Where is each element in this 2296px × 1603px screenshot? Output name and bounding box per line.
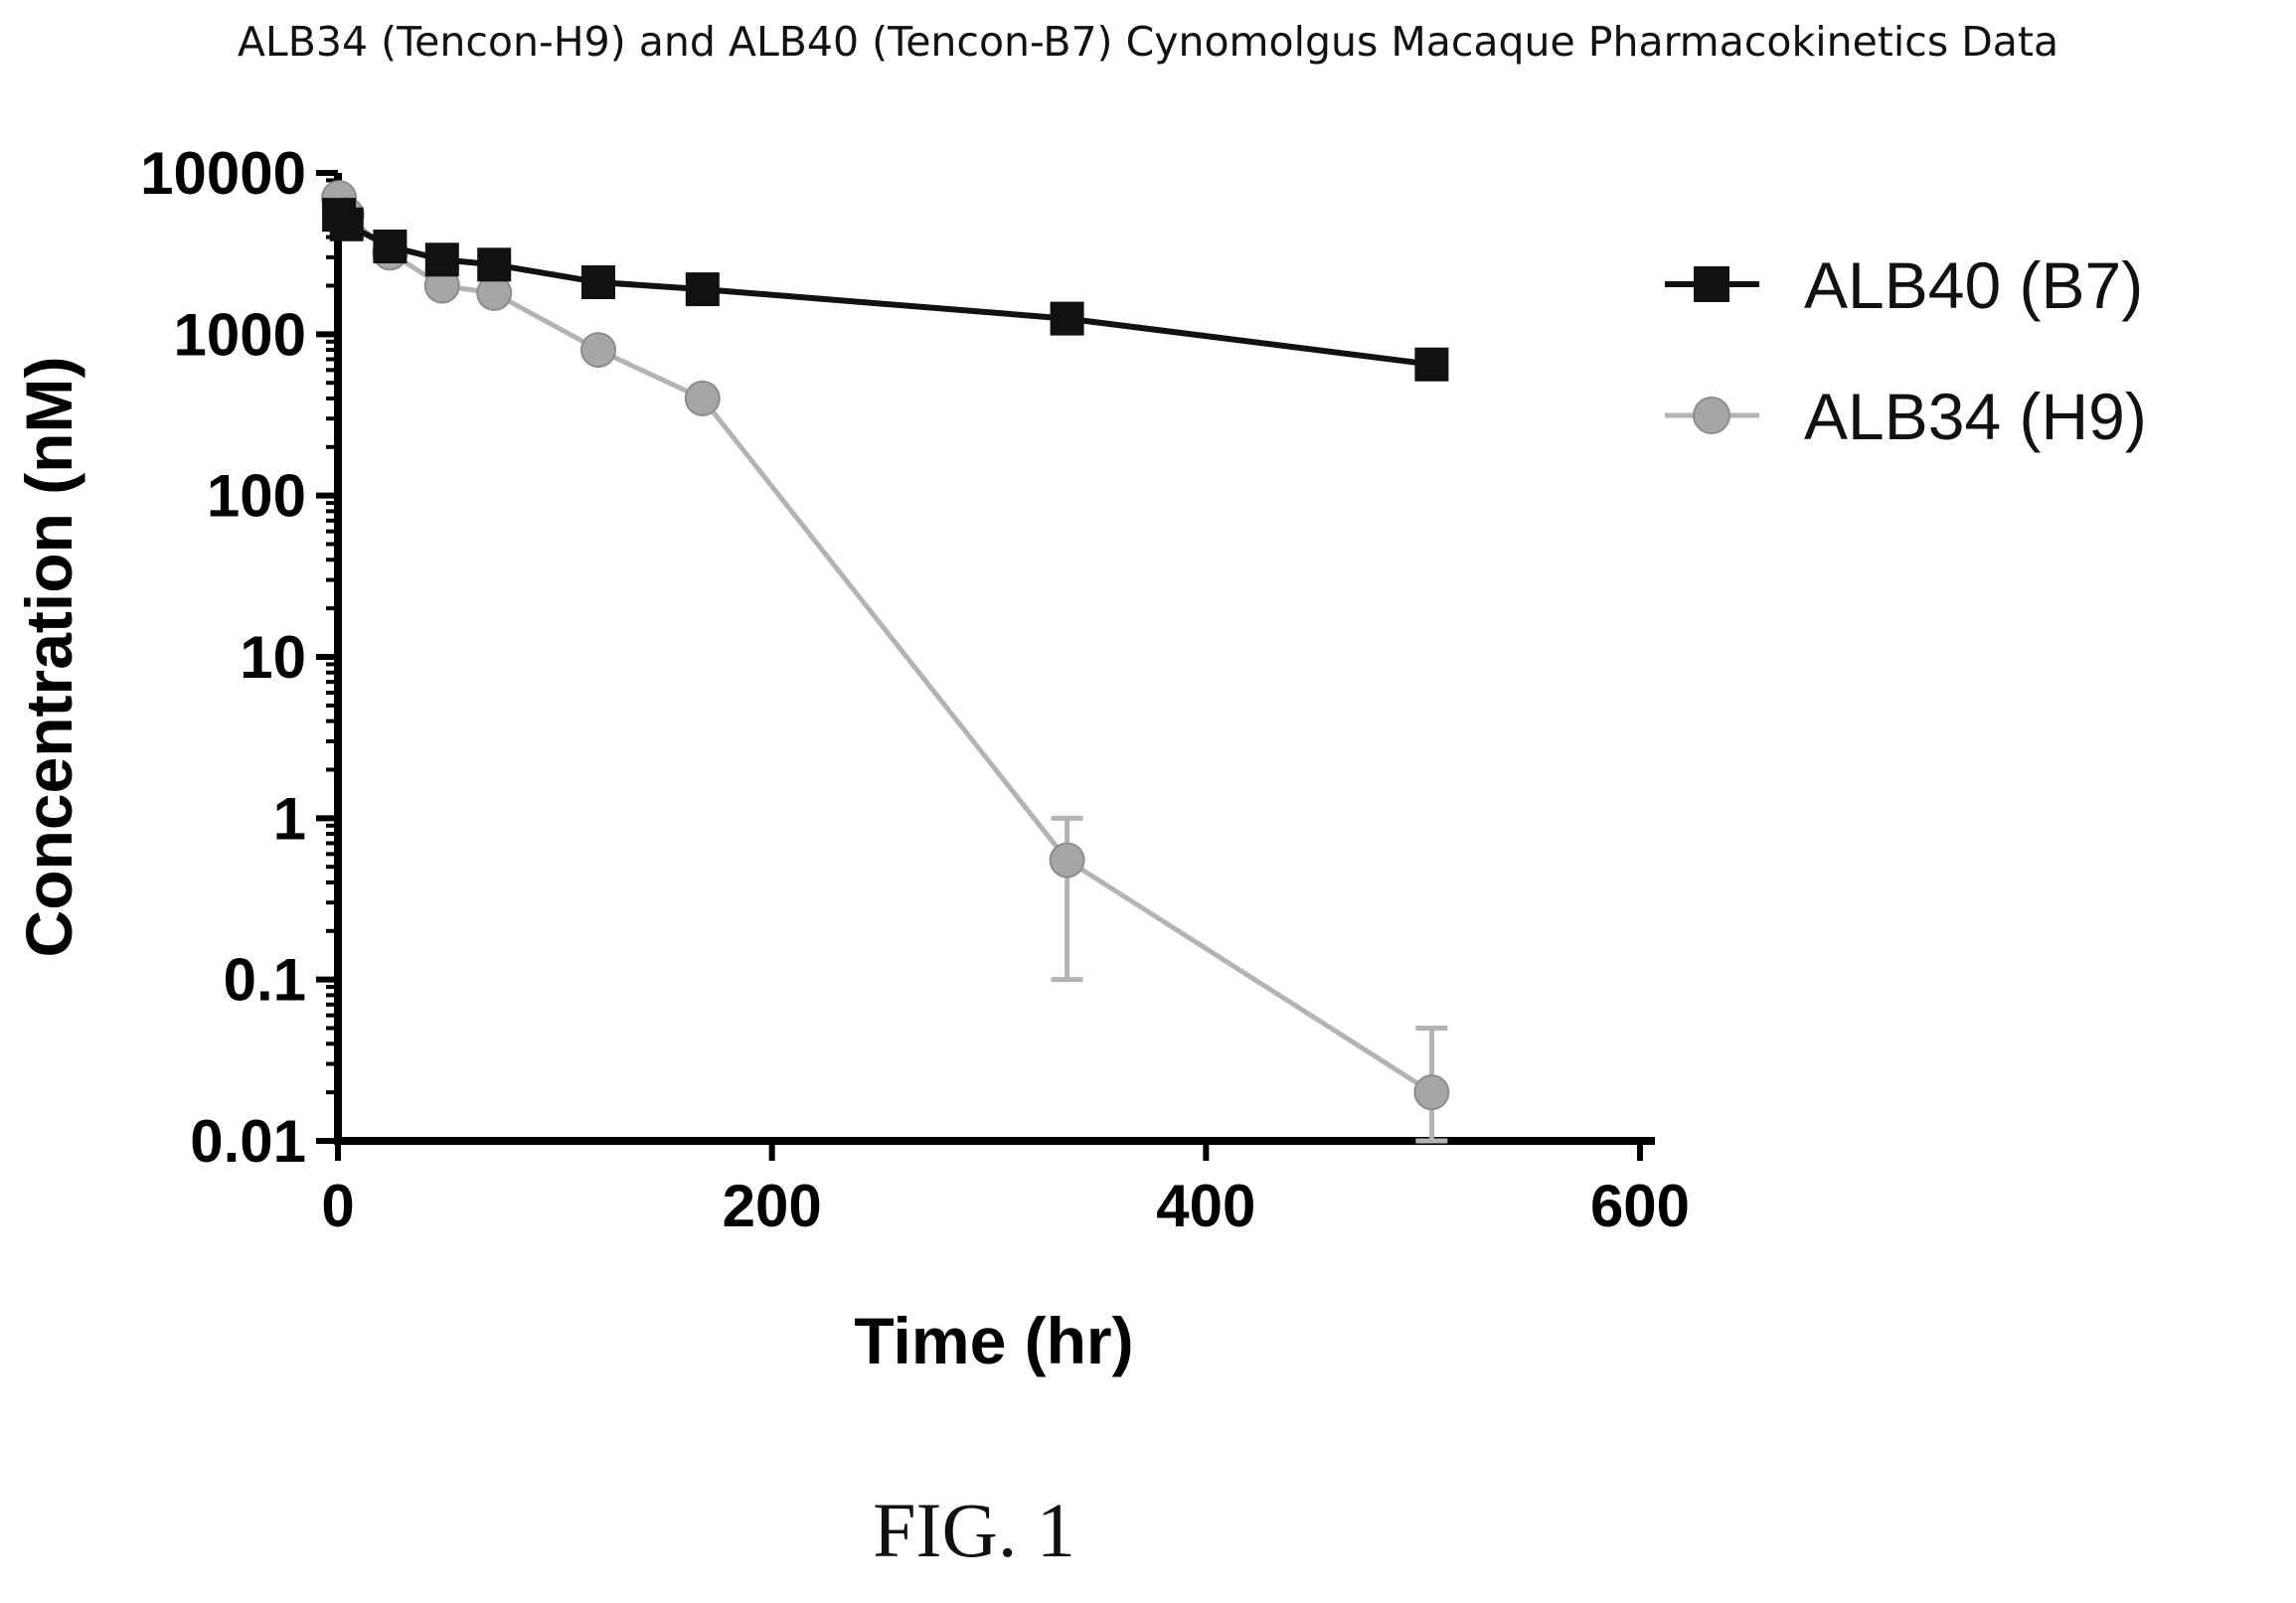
y-tick-label: 1 bbox=[273, 785, 306, 852]
legend-item: ALB40 (B7) bbox=[1665, 248, 2143, 322]
legend-label: ALB34 (H9) bbox=[1804, 380, 2147, 453]
y-ticks: 0.01 0.1 1 10 100 1000 10000 bbox=[140, 140, 338, 1175]
legend-item: ALB34 (H9) bbox=[1665, 380, 2147, 453]
x-ticks: 0 200 400 600 bbox=[321, 1141, 1690, 1239]
y-tick-label: 10000 bbox=[140, 140, 306, 207]
legend-marker-square bbox=[1694, 266, 1729, 302]
data-point-square bbox=[581, 265, 615, 300]
axes-layer: 0 200 400 600 0.01 0.1 1 10 100 1000 10000 bbox=[140, 140, 1690, 1239]
data-point-square bbox=[1050, 301, 1084, 336]
legend-marker-circle bbox=[1693, 397, 1730, 434]
y-tick-label: 10 bbox=[240, 624, 306, 691]
legend: ALB40 (B7) ALB34 (H9) bbox=[1665, 248, 2147, 453]
data-point-square bbox=[373, 230, 408, 264]
x-tick-label: 0 bbox=[321, 1173, 354, 1239]
x-tick-label: 400 bbox=[1156, 1173, 1255, 1239]
data-point-square bbox=[424, 242, 459, 277]
y-tick-label: 0.1 bbox=[224, 947, 306, 1014]
series-alb34 bbox=[321, 180, 1450, 1144]
data-point-circle bbox=[1049, 842, 1085, 879]
x-axis-title: Time (hr) bbox=[854, 1304, 1133, 1377]
y-tick-label: 0.01 bbox=[190, 1108, 306, 1175]
legend-label: ALB40 (B7) bbox=[1804, 248, 2143, 322]
series-alb40 bbox=[322, 198, 1449, 382]
chart-title: ALB34 (Tencon-H9) and ALB40 (Tencon-B7) … bbox=[237, 18, 2059, 66]
x-tick-label: 600 bbox=[1590, 1173, 1690, 1239]
data-point-circle bbox=[1413, 1074, 1450, 1111]
y-tick-label: 100 bbox=[207, 463, 306, 530]
series-layer bbox=[321, 180, 1450, 1144]
data-point-square bbox=[329, 207, 364, 241]
series-line bbox=[336, 197, 1433, 1095]
y-tick-label: 1000 bbox=[174, 301, 306, 368]
data-point-circle bbox=[580, 332, 616, 369]
x-tick-label: 200 bbox=[723, 1173, 822, 1239]
y-axis-title: Concentration (nM) bbox=[12, 357, 85, 958]
figure-caption: FIG. 1 bbox=[873, 1487, 1075, 1573]
chart-plot: 0 200 400 600 0.01 0.1 1 10 100 1000 10000 Time (… bbox=[12, 140, 2147, 1377]
data-point-square bbox=[685, 272, 720, 307]
data-point-square bbox=[477, 247, 512, 282]
data-point-circle bbox=[684, 380, 721, 416]
data-point-square bbox=[1414, 347, 1449, 382]
